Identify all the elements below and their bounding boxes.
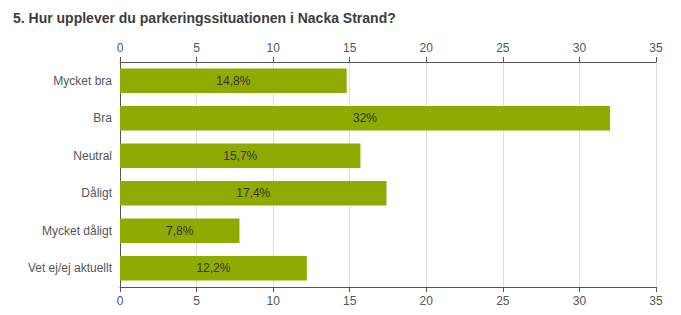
svg-text:20: 20 <box>420 41 434 55</box>
svg-text:0: 0 <box>117 294 124 308</box>
svg-text:5. Hur upplever du parkeringss: 5. Hur upplever du parkeringssituationen… <box>13 10 396 26</box>
svg-text:15,7%: 15,7% <box>223 149 257 163</box>
svg-text:Neutral: Neutral <box>73 149 112 163</box>
svg-text:Vet ej/ej aktuellt: Vet ej/ej aktuellt <box>28 261 113 275</box>
svg-text:17,4%: 17,4% <box>236 186 270 200</box>
svg-text:30: 30 <box>573 41 587 55</box>
svg-text:20: 20 <box>420 294 434 308</box>
svg-text:14,8%: 14,8% <box>216 74 250 88</box>
svg-text:10: 10 <box>266 294 280 308</box>
svg-text:25: 25 <box>496 294 510 308</box>
svg-text:0: 0 <box>117 41 124 55</box>
svg-text:Mycket dåligt: Mycket dåligt <box>42 224 113 238</box>
svg-text:7,8%: 7,8% <box>166 224 194 238</box>
svg-text:15: 15 <box>343 41 357 55</box>
svg-text:25: 25 <box>496 41 510 55</box>
svg-text:Bra: Bra <box>93 111 112 125</box>
svg-text:35: 35 <box>649 294 663 308</box>
svg-text:5: 5 <box>193 294 200 308</box>
svg-text:15: 15 <box>343 294 357 308</box>
svg-text:30: 30 <box>573 294 587 308</box>
svg-text:35: 35 <box>649 41 663 55</box>
svg-text:32%: 32% <box>353 111 377 125</box>
svg-text:Mycket bra: Mycket bra <box>53 74 112 88</box>
svg-text:10: 10 <box>266 41 280 55</box>
svg-text:12,2%: 12,2% <box>196 261 230 275</box>
svg-text:Dåligt: Dåligt <box>81 186 112 200</box>
svg-text:5: 5 <box>193 41 200 55</box>
